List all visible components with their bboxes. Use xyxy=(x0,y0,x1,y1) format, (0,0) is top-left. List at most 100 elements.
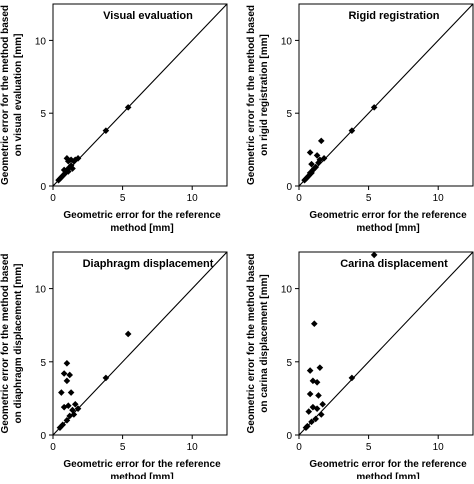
chart-title: Diaphragm displacement xyxy=(83,258,214,270)
x-axis-label: Geometric error for the reference xyxy=(309,459,467,470)
data-point xyxy=(312,415,320,423)
chart-panel-1: 0 5 10 0 5 10 Visual evaluation Geometric error… xyxy=(0,3,228,234)
data-point xyxy=(313,152,321,159)
data-point xyxy=(348,127,356,134)
data-point xyxy=(67,156,75,164)
data-point xyxy=(63,359,71,367)
y-tick-label: 5 xyxy=(40,109,46,120)
data-point xyxy=(311,165,318,172)
y-tick-label: 10 xyxy=(35,285,47,296)
x-tick-label: 10 xyxy=(187,193,199,204)
y-tick-label: 5 xyxy=(40,358,46,369)
data-point xyxy=(102,127,110,134)
data-point xyxy=(124,104,132,111)
plot-frame xyxy=(52,3,228,187)
data-point xyxy=(306,367,314,374)
data-point xyxy=(124,330,132,338)
data-point xyxy=(63,377,71,385)
data-point xyxy=(317,137,325,145)
y-axis-label: on rigid registration [mm] xyxy=(259,34,270,156)
plot-frame xyxy=(298,3,474,187)
y-axis-label: on visual evaluation [mm] xyxy=(13,34,24,157)
x-axis-label: method [mm] xyxy=(110,223,173,234)
x-tick-label: 5 xyxy=(366,442,372,453)
x-tick-label: 10 xyxy=(187,442,199,453)
identity-line xyxy=(52,3,228,187)
plot-frame xyxy=(52,251,228,436)
data-point xyxy=(370,104,378,111)
data-point xyxy=(60,403,68,411)
chart-panel-4: 0 5 10 0 5 10 Carina displacement Geometric err… xyxy=(246,251,474,483)
identity-line xyxy=(298,251,474,436)
data-point xyxy=(311,320,318,328)
chart-panel-3: 0 5 10 0 5 10 Diaphragm displacement Geometric … xyxy=(0,251,228,483)
chart-title: Visual evaluation xyxy=(103,10,193,22)
data-point xyxy=(74,405,82,412)
data-point xyxy=(308,160,315,168)
data-point xyxy=(302,424,310,431)
data-point xyxy=(317,411,325,418)
data-point xyxy=(66,371,74,379)
x-axis-label: Geometric error for the reference xyxy=(63,459,221,470)
data-point xyxy=(60,171,68,178)
y-tick-label: 10 xyxy=(35,36,47,47)
y-tick-label: 0 xyxy=(40,182,46,193)
y-axis-label: on carina displacement [mm] xyxy=(259,274,270,412)
x-axis-label: method [mm] xyxy=(356,472,419,479)
x-tick-label: 10 xyxy=(433,193,445,204)
x-tick-label: 0 xyxy=(296,193,302,204)
data-point xyxy=(309,403,317,411)
data-point xyxy=(308,169,315,177)
x-tick-label: 0 xyxy=(50,442,56,453)
data-point xyxy=(67,389,75,396)
x-axis-label: Geometric error for the reference xyxy=(309,210,467,221)
data-point xyxy=(316,364,324,371)
identity-line xyxy=(52,251,228,436)
y-tick-label: 10 xyxy=(281,36,293,47)
data-point xyxy=(319,400,326,408)
y-tick-label: 0 xyxy=(40,431,46,442)
y-axis-label: Geometric error for the method based xyxy=(0,5,11,185)
data-point xyxy=(55,176,62,184)
x-axis-label: Geometric error for the reference xyxy=(63,210,221,221)
y-tick-label: 0 xyxy=(286,431,292,442)
data-point xyxy=(67,162,75,169)
x-axis-label: method [mm] xyxy=(110,472,173,479)
x-tick-label: 5 xyxy=(120,442,126,453)
data-point xyxy=(315,392,322,399)
data-point xyxy=(69,165,76,172)
y-axis-label: Geometric error for the method based xyxy=(246,253,257,433)
data-point xyxy=(70,157,78,165)
data-point xyxy=(306,149,314,156)
chart-panel-2: 0 5 10 0 5 10 Rigid registration Geometric erro… xyxy=(246,3,474,234)
x-axis-label: method [mm] xyxy=(356,223,419,234)
identity-line xyxy=(298,3,474,187)
chart-title: Carina displacement xyxy=(340,258,448,270)
data-point xyxy=(71,400,79,408)
data-point xyxy=(102,374,110,382)
data-point xyxy=(305,408,313,415)
data-point xyxy=(70,411,78,418)
data-point xyxy=(301,176,308,184)
y-tick-label: 10 xyxy=(281,285,293,296)
y-tick-label: 0 xyxy=(286,182,292,193)
data-point xyxy=(306,390,314,398)
y-axis-label: on diaphragm displacement [mm] xyxy=(13,263,24,423)
data-point xyxy=(316,156,324,164)
data-point xyxy=(58,389,65,396)
x-tick-label: 0 xyxy=(50,193,56,204)
data-point xyxy=(63,417,71,424)
plot-frame xyxy=(298,251,474,436)
data-point xyxy=(65,168,72,175)
data-point xyxy=(60,370,68,377)
x-tick-label: 5 xyxy=(366,193,372,204)
x-tick-label: 0 xyxy=(296,442,302,453)
data-point xyxy=(348,374,356,382)
data-point xyxy=(308,418,315,426)
y-axis-label: Geometric error for the method based xyxy=(0,253,11,433)
y-tick-label: 5 xyxy=(286,109,292,120)
data-point xyxy=(370,251,378,259)
data-point xyxy=(65,157,72,165)
